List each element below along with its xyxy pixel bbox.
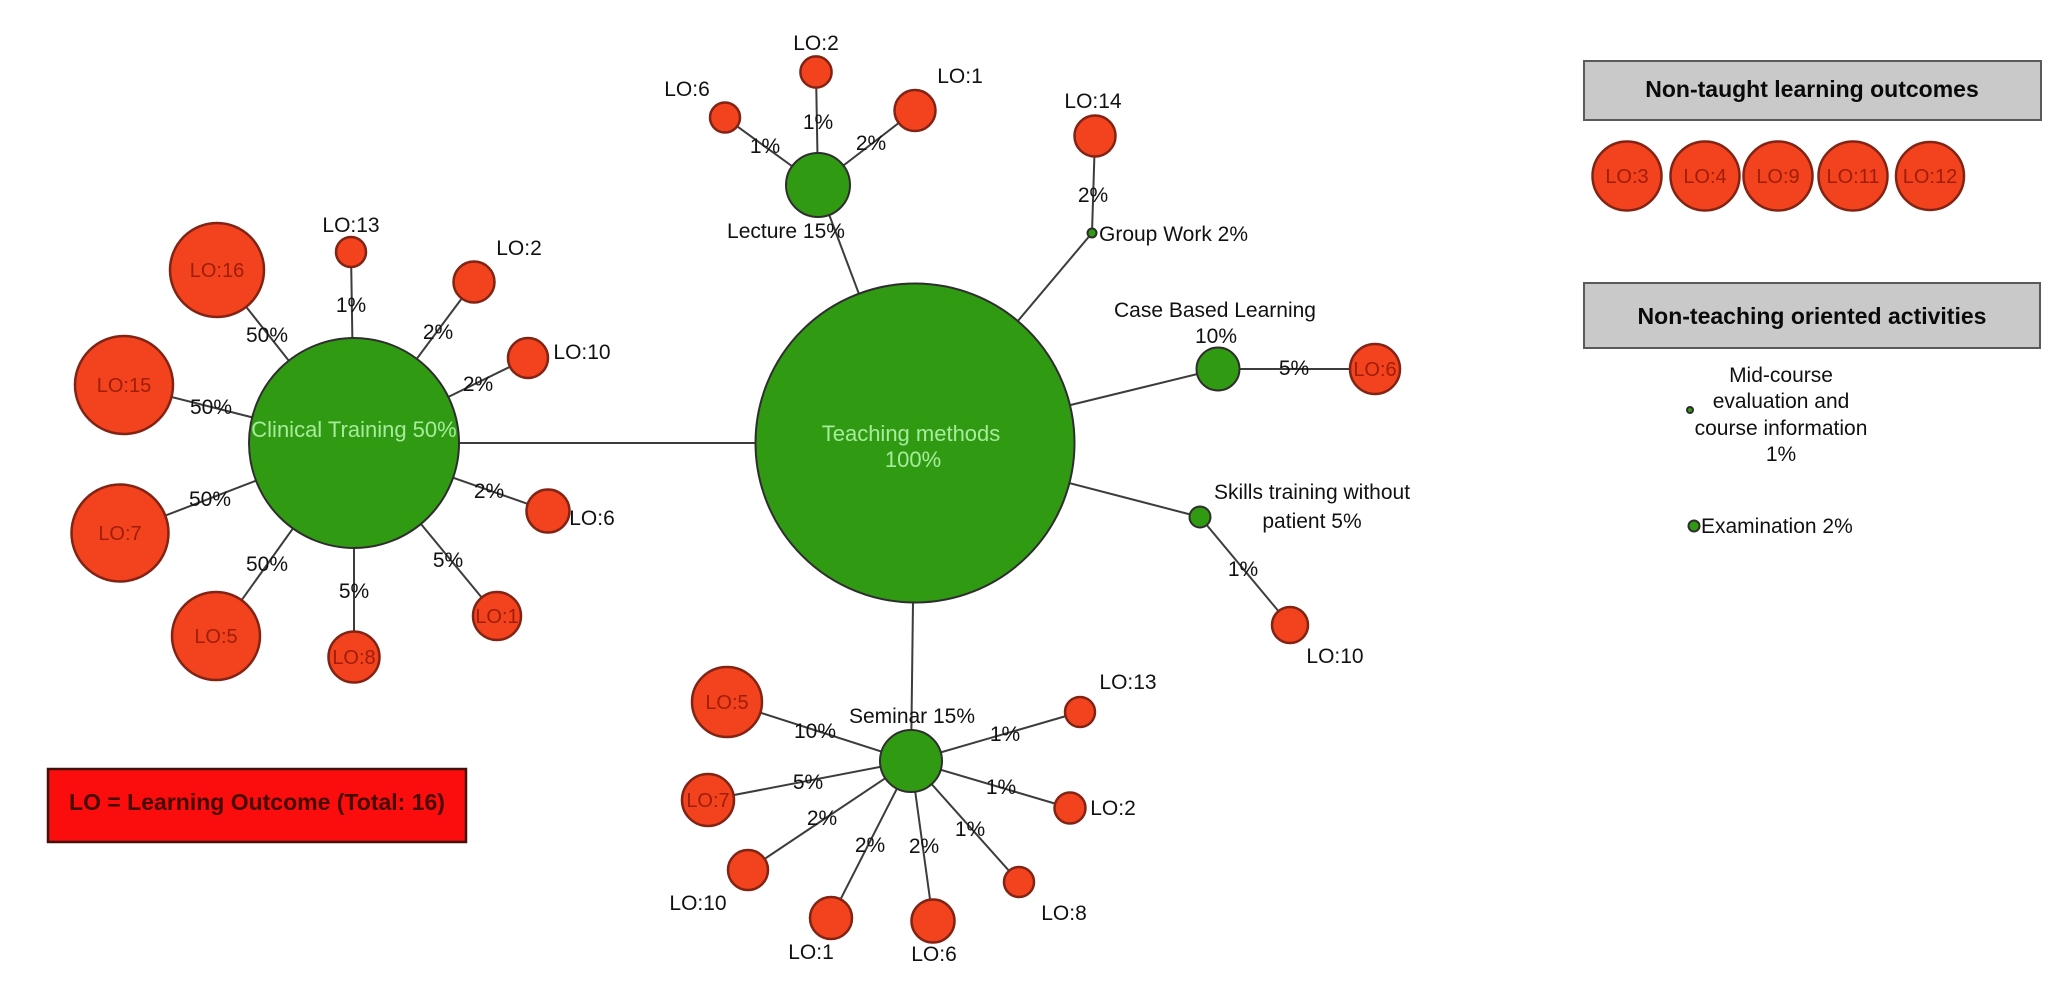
svg-text:5%: 5% [793,771,823,794]
svg-text:LO:5: LO:5 [705,692,748,714]
svg-text:LO:12: LO:12 [1903,166,1957,188]
svg-text:2%: 2% [807,807,837,830]
svg-text:10%: 10% [1195,325,1237,348]
svg-text:1%: 1% [336,294,366,317]
svg-text:LO:8: LO:8 [332,647,375,669]
svg-text:LO:6: LO:6 [1353,359,1396,381]
svg-text:5%: 5% [1279,357,1309,380]
svg-text:LO:5: LO:5 [194,626,237,648]
svg-text:LO:9: LO:9 [1756,166,1799,188]
svg-text:LO:10: LO:10 [1306,645,1363,668]
svg-text:1%: 1% [803,111,833,134]
svg-text:LO:2: LO:2 [793,32,839,55]
svg-text:5%: 5% [339,580,369,603]
svg-text:LO:2: LO:2 [1090,797,1136,820]
svg-text:1%: 1% [750,135,780,158]
svg-text:LO:16: LO:16 [190,260,244,282]
svg-text:Non-teaching oriented activiti: Non-teaching oriented activities [1638,303,1987,329]
svg-text:LO:4: LO:4 [1683,166,1726,188]
svg-text:LO:13: LO:13 [322,214,379,237]
svg-text:Non-taught learning outcomes: Non-taught learning outcomes [1645,76,1979,102]
svg-text:LO:1: LO:1 [788,941,834,964]
svg-text:2%: 2% [855,834,885,857]
svg-text:evaluation and: evaluation and [1713,390,1850,413]
svg-text:5%: 5% [433,549,463,572]
svg-text:Mid-course: Mid-course [1729,364,1833,387]
svg-text:LO:11: LO:11 [1827,166,1880,188]
svg-text:LO:6: LO:6 [911,943,957,966]
svg-text:LO = Learning Outcome (Total:: LO = Learning Outcome (Total: 16) [69,789,445,815]
svg-text:LO:14: LO:14 [1064,90,1122,113]
svg-text:LO:15: LO:15 [97,375,151,397]
svg-text:1%: 1% [1228,558,1258,581]
svg-text:50%: 50% [246,553,288,576]
svg-text:LO:8: LO:8 [1041,902,1087,925]
svg-text:2%: 2% [423,321,453,344]
svg-text:LO:13: LO:13 [1099,671,1156,694]
svg-text:course information: course information [1695,417,1868,440]
svg-text:LO:3: LO:3 [1605,166,1648,188]
svg-text:LO:7: LO:7 [686,790,729,812]
svg-text:Seminar 15%: Seminar 15% [849,705,975,728]
svg-text:Examination 2%: Examination 2% [1701,515,1853,538]
svg-text:Clinical Training 50%: Clinical Training 50% [251,417,456,442]
svg-text:2%: 2% [463,373,493,396]
svg-text:2%: 2% [856,132,886,155]
svg-text:10%: 10% [794,720,836,743]
svg-text:2%: 2% [1078,184,1108,207]
svg-text:1%: 1% [986,776,1016,799]
svg-text:50%: 50% [190,396,232,419]
svg-text:LO:6: LO:6 [664,78,710,101]
svg-text:LO:1: LO:1 [937,65,983,88]
svg-text:Case Based Learning: Case Based Learning [1114,299,1316,322]
svg-text:2%: 2% [474,480,504,503]
svg-text:50%: 50% [246,324,288,347]
svg-text:LO:6: LO:6 [569,507,615,530]
svg-text:100%: 100% [885,447,941,472]
svg-text:1%: 1% [955,818,985,841]
svg-text:LO:10: LO:10 [553,341,610,364]
svg-text:1%: 1% [1766,443,1796,466]
svg-text:2%: 2% [909,835,939,858]
svg-text:Lecture 15%: Lecture 15% [727,220,845,243]
svg-text:Teaching methods: Teaching methods [822,421,1001,446]
svg-text:1%: 1% [990,723,1020,746]
svg-text:patient 5%: patient 5% [1262,510,1361,533]
svg-text:LO:7: LO:7 [98,523,141,545]
svg-text:50%: 50% [189,488,231,511]
svg-text:LO:10: LO:10 [669,892,726,915]
svg-text:LO:2: LO:2 [496,237,542,260]
svg-text:Skills training without: Skills training without [1214,481,1410,504]
svg-text:Group Work 2%: Group Work 2% [1099,223,1248,246]
svg-text:LO:1: LO:1 [475,606,518,628]
